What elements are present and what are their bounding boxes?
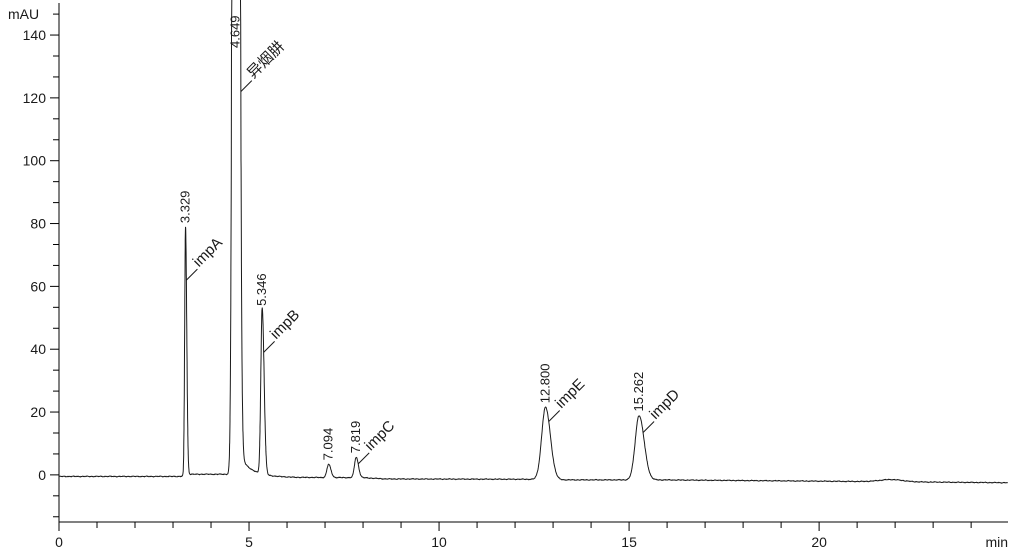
peak-rt-label: 7.094 — [321, 428, 336, 461]
x-tick-label: 5 — [245, 534, 253, 550]
peak-rt-label: 4.649 — [228, 15, 243, 48]
x-tick-label: 10 — [431, 534, 447, 550]
y-tick-label: 60 — [30, 278, 46, 294]
peak-compound-label: impD — [646, 386, 683, 423]
peak-rt-label: 15.262 — [631, 372, 646, 412]
peak-label-leader-line — [186, 268, 198, 281]
x-tick-label: 0 — [55, 534, 63, 550]
y-tick-label: 20 — [30, 404, 46, 420]
peak-rt-label: 5.346 — [254, 273, 269, 306]
peak-compound-label: impE — [552, 376, 588, 412]
peak-rt-label: 7.819 — [348, 421, 363, 454]
peak-compound-label: impA — [190, 234, 226, 270]
peak-label-leader-line — [263, 341, 275, 353]
axes: 0 20 40 60 80 100 120 140 0 5 10 15 20 — [23, 3, 1008, 550]
x-tick-label: 15 — [621, 534, 637, 550]
y-tick-label: 80 — [30, 216, 46, 232]
peak-label-leader-line — [357, 452, 370, 465]
peak-compound-label: impB — [267, 306, 303, 342]
peak-label-leader-line — [548, 410, 561, 422]
peak-compound-label: 异烟肼 — [244, 38, 288, 82]
y-tick-label: 0 — [38, 467, 46, 483]
peak-compound-label: impC — [361, 417, 398, 454]
peak-rt-label: 3.329 — [178, 191, 193, 224]
y-tick-label: 120 — [23, 90, 47, 106]
x-axis-unit-label: min — [985, 534, 1008, 550]
peak-rt-label: 12.800 — [537, 364, 552, 404]
trace-path — [58, 0, 1008, 484]
peak-label-leader-line — [240, 80, 253, 92]
signal-trace — [58, 0, 1008, 484]
x-tick-label: 20 — [811, 534, 827, 550]
y-tick-label: 100 — [23, 153, 47, 169]
y-tick-label: 40 — [30, 341, 46, 357]
peak-label-leader-line — [642, 421, 655, 433]
y-axis-unit-label: mAU — [8, 6, 39, 22]
y-tick-label: 140 — [23, 27, 47, 43]
